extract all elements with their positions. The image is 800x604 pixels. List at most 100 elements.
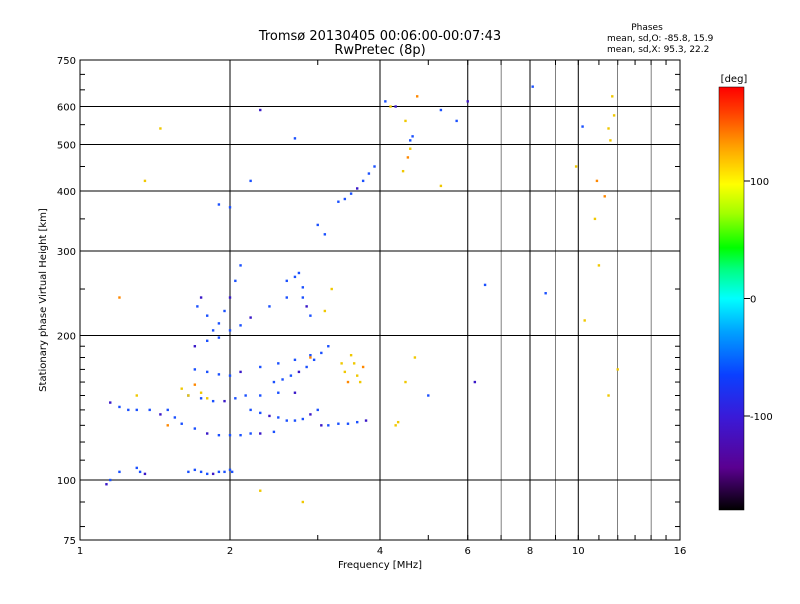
data-point	[223, 309, 226, 313]
colorbar-tick-label: 0	[750, 295, 756, 306]
data-point	[415, 95, 419, 98]
data-point	[223, 470, 226, 474]
data-point	[603, 195, 606, 198]
data-point	[109, 401, 112, 404]
data-point	[180, 387, 183, 390]
data-point	[239, 264, 242, 267]
data-point	[173, 416, 177, 419]
data-point	[217, 322, 221, 325]
data-point	[373, 165, 376, 168]
data-point	[409, 139, 412, 142]
data-point	[355, 374, 359, 377]
colorbar	[718, 86, 745, 511]
data-point	[205, 339, 209, 343]
data-point	[211, 399, 215, 403]
data-point	[193, 383, 197, 386]
data-point	[531, 85, 534, 88]
data-point	[411, 135, 414, 138]
data-point	[272, 430, 276, 434]
data-point	[217, 373, 221, 376]
data-point	[327, 424, 330, 427]
data-point	[135, 466, 138, 470]
x-tick-label: 6	[465, 546, 471, 557]
data-point	[118, 405, 121, 409]
x-tick-label: 10	[572, 546, 585, 557]
data-point	[285, 279, 288, 283]
data-point	[230, 470, 234, 474]
data-point	[223, 399, 226, 403]
data-point	[616, 368, 619, 371]
x-tick-label: 16	[674, 546, 687, 557]
data-point	[305, 365, 308, 369]
data-point	[289, 374, 293, 377]
data-point	[259, 411, 262, 415]
data-point	[217, 336, 221, 339]
data-point	[297, 271, 301, 275]
colorbar-tick-label: 100	[750, 177, 769, 188]
data-point	[439, 108, 443, 112]
data-point	[337, 422, 340, 425]
data-point	[611, 95, 614, 98]
data-point	[138, 470, 142, 474]
y-tick-label: 500	[57, 141, 76, 152]
data-point	[340, 362, 343, 365]
y-tick-label: 100	[57, 476, 76, 487]
data-point	[105, 483, 108, 486]
data-point	[409, 147, 412, 150]
data-point	[473, 380, 477, 384]
data-point	[187, 470, 190, 474]
x-axis-label: Frequency [MHz]	[338, 560, 422, 571]
data-point	[466, 100, 469, 103]
data-point	[355, 187, 359, 190]
data-point	[277, 391, 280, 394]
data-point	[199, 470, 203, 474]
data-point	[301, 417, 305, 421]
data-point	[593, 217, 597, 221]
data-point	[583, 319, 586, 322]
plot-frame	[79, 59, 681, 541]
data-points	[105, 85, 619, 504]
data-point	[193, 427, 197, 430]
data-point	[135, 408, 138, 412]
data-point	[595, 179, 599, 183]
data-point	[239, 370, 242, 374]
stats-o: mean, sd,O: -85.8, 15.9	[607, 34, 714, 44]
colorbar-label: [deg]	[721, 74, 748, 85]
data-point	[312, 358, 316, 362]
data-point	[148, 408, 151, 412]
data-point	[166, 408, 169, 412]
data-point	[343, 370, 347, 374]
data-point	[316, 223, 319, 227]
data-point	[349, 353, 353, 357]
data-point	[281, 378, 284, 381]
data-point	[205, 370, 209, 374]
data-point	[244, 394, 247, 397]
data-point	[320, 424, 323, 427]
data-point	[597, 264, 601, 267]
data-point	[259, 365, 262, 369]
data-point	[143, 472, 147, 476]
data-point	[330, 287, 333, 291]
data-point	[205, 432, 209, 435]
data-point	[249, 316, 252, 319]
data-point	[143, 179, 147, 183]
data-point	[394, 424, 397, 427]
data-point	[361, 365, 365, 369]
data-point	[301, 500, 305, 504]
data-point	[193, 468, 197, 472]
data-point	[327, 345, 330, 348]
data-point	[612, 114, 616, 117]
data-point	[355, 420, 359, 424]
data-point	[135, 394, 138, 397]
data-point	[217, 470, 221, 474]
data-point	[309, 314, 312, 317]
data-point	[249, 408, 252, 412]
data-point	[199, 391, 203, 394]
y-tick-label: 300	[57, 247, 76, 258]
data-point	[277, 362, 280, 365]
data-point	[455, 119, 458, 123]
data-point	[166, 424, 169, 427]
data-point	[323, 233, 327, 236]
